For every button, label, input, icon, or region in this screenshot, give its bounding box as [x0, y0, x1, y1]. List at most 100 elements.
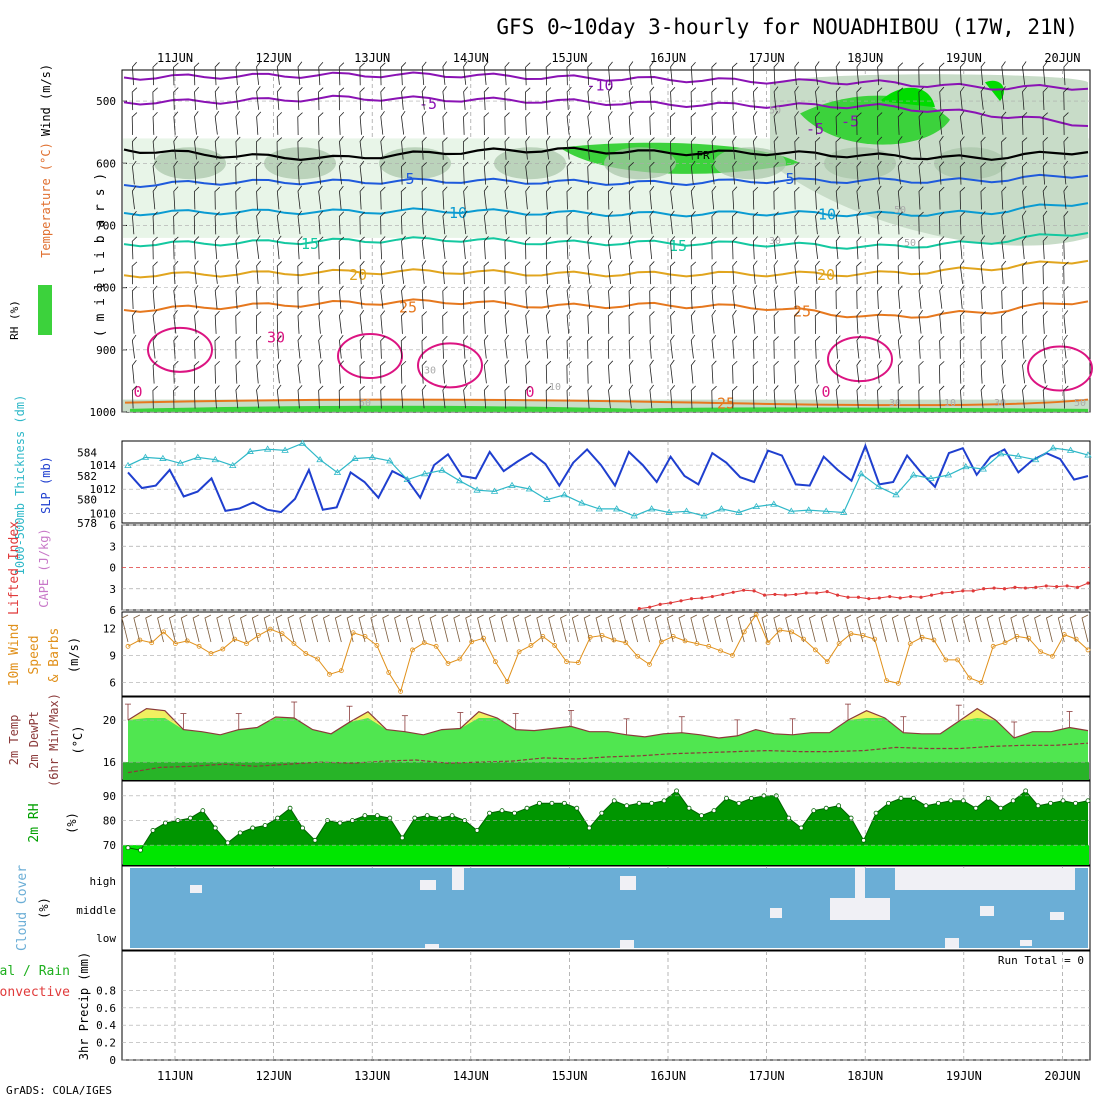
- wind10m-barb: [785, 614, 793, 643]
- upper-wind-barb: [318, 385, 324, 409]
- upper-wind-barb: [608, 211, 613, 235]
- thickness-marker: [909, 471, 918, 478]
- upper-wind-barb: [193, 385, 200, 409]
- thickness-marker: [1049, 444, 1057, 451]
- bottom-date-15JUN: 15JUN: [551, 1069, 587, 1083]
- upper-wind-barb: [835, 311, 841, 334]
- upper-wind-barb: [711, 136, 717, 160]
- thickness-marker: [997, 450, 1005, 457]
- upper-wind-barb: [173, 310, 178, 334]
- upper-wind-barb: [525, 285, 531, 309]
- upper-wind-barb: [421, 61, 427, 86]
- slp-thickness-panel: 578 580 582 584 1010 1012 1014 1000-500mb Thick…: [13, 395, 1092, 575]
- upper-wind-barb: [918, 87, 924, 111]
- upper-wind-barb: [815, 86, 820, 110]
- upper-wind-barb: [152, 285, 158, 309]
- upper-wind-barb: [690, 286, 696, 310]
- upper-wind-barb: [835, 161, 841, 185]
- upper-wind-barb: [877, 236, 883, 260]
- upper-wind-barb: [276, 384, 282, 409]
- upper-wind-barb: [338, 111, 345, 135]
- wind10m-barb: [548, 614, 556, 643]
- isotherm-label: 0: [821, 383, 830, 401]
- upper-wind-barb: [318, 87, 324, 111]
- upper-wind-barb: [401, 161, 407, 185]
- upper-wind-barb: [814, 311, 821, 334]
- upper-wind-barb: [649, 311, 655, 334]
- upper-wind-barb: [525, 111, 531, 135]
- isotherm--10: [123, 71, 1089, 91]
- bottom-date-18JUN: 18JUN: [847, 1069, 883, 1083]
- wind10m-panel: 6 9 12 10m Wind Speed & Barbs (m/s): [7, 611, 1091, 697]
- upper-wind-barb: [1001, 286, 1007, 310]
- wind10m-barb: [631, 614, 639, 643]
- upper-wind-barb: [338, 261, 345, 285]
- p5-ytick-16: 16: [103, 756, 116, 769]
- p1-ylabel-temp: Temperature (°C): [39, 142, 53, 258]
- upper-wind-barb: [566, 211, 572, 235]
- upper-wind-barb: [483, 137, 490, 160]
- wind10m-barb: [583, 614, 591, 643]
- upper-wind-barb: [152, 309, 158, 334]
- wind10m-barb: [334, 614, 342, 643]
- upper-wind-barb: [670, 87, 676, 111]
- upper-wind-barb: [545, 186, 551, 210]
- isotherm-20: [123, 259, 1089, 279]
- thickness-marker: [979, 465, 987, 472]
- thickness-marker: [333, 468, 342, 476]
- p8-frame: [121, 950, 1091, 1061]
- upper-wind-barb: [235, 86, 240, 110]
- upper-wind-barb: [732, 160, 737, 185]
- upper-wind-barb: [752, 260, 758, 284]
- rh-contour-label: 30: [889, 398, 901, 409]
- thickness-marker: [438, 466, 446, 473]
- precip-run-total: Run Total = 0: [998, 954, 1084, 967]
- upper-wind-barb: [980, 86, 986, 110]
- p2-ytick-right-1010: 1010: [90, 507, 117, 520]
- rh-contour-label: 50: [359, 398, 371, 409]
- upper-wind-barb: [608, 384, 613, 409]
- upper-wind-barb: [773, 110, 779, 135]
- wind10m-marker: [338, 668, 344, 674]
- upper-wind-barb: [255, 162, 262, 185]
- upper-wind-barb: [670, 236, 676, 260]
- top-date-18JUN: 18JUN: [847, 51, 883, 65]
- upper-wind-barb: [918, 160, 924, 185]
- upper-wind-barb: [545, 62, 552, 86]
- upper-wind-barb: [131, 112, 138, 135]
- rh2m-marker: [424, 813, 430, 818]
- upper-wind-barb: [1063, 136, 1069, 160]
- thickness-marker: [944, 471, 953, 478]
- wind10m-marker: [635, 653, 641, 659]
- rh2m-marker: [287, 805, 293, 811]
- cloud-clear-5: [895, 868, 1075, 890]
- wind10m-barb: [690, 614, 698, 643]
- upper-wind-barb: [939, 86, 945, 110]
- upper-wind-barb: [794, 360, 800, 384]
- thickness-marker: [700, 512, 708, 519]
- upper-wind-barb: [835, 384, 841, 409]
- upper-wind-barb: [463, 384, 468, 409]
- upper-wind-barb: [877, 211, 883, 235]
- thickness-marker: [1031, 455, 1040, 463]
- upper-wind-barb: [173, 135, 178, 160]
- upper-wind-barb: [131, 61, 137, 86]
- thickness-marker: [455, 477, 464, 484]
- upper-wind-barb: [959, 260, 965, 284]
- wind10m-marker: [374, 643, 380, 648]
- wind10m-barb: [868, 614, 876, 643]
- upper-wind-barb: [194, 135, 199, 160]
- rh2m-panel: 70 80 90 2m RH (%): [27, 780, 1091, 866]
- isotherm-label: 10: [818, 205, 836, 223]
- upper-wind-barb: [794, 186, 800, 210]
- upper-wind-barb: [338, 87, 345, 111]
- wind10m-barb: [1022, 614, 1030, 643]
- wind10m-barb: [121, 614, 129, 643]
- bottom-date-axis: 11JUN 12JUN 13JUN 14JUN 15JUN 16JUN 17JUN 18JUN…: [157, 1069, 1081, 1083]
- upper-wind-barb: [835, 261, 841, 285]
- wind10m-barb: [714, 614, 721, 643]
- rh2m-marker: [898, 795, 904, 801]
- upper-wind-barb: [1001, 384, 1006, 409]
- upper-wind-barb: [442, 111, 448, 135]
- upper-wind-barb: [256, 137, 262, 160]
